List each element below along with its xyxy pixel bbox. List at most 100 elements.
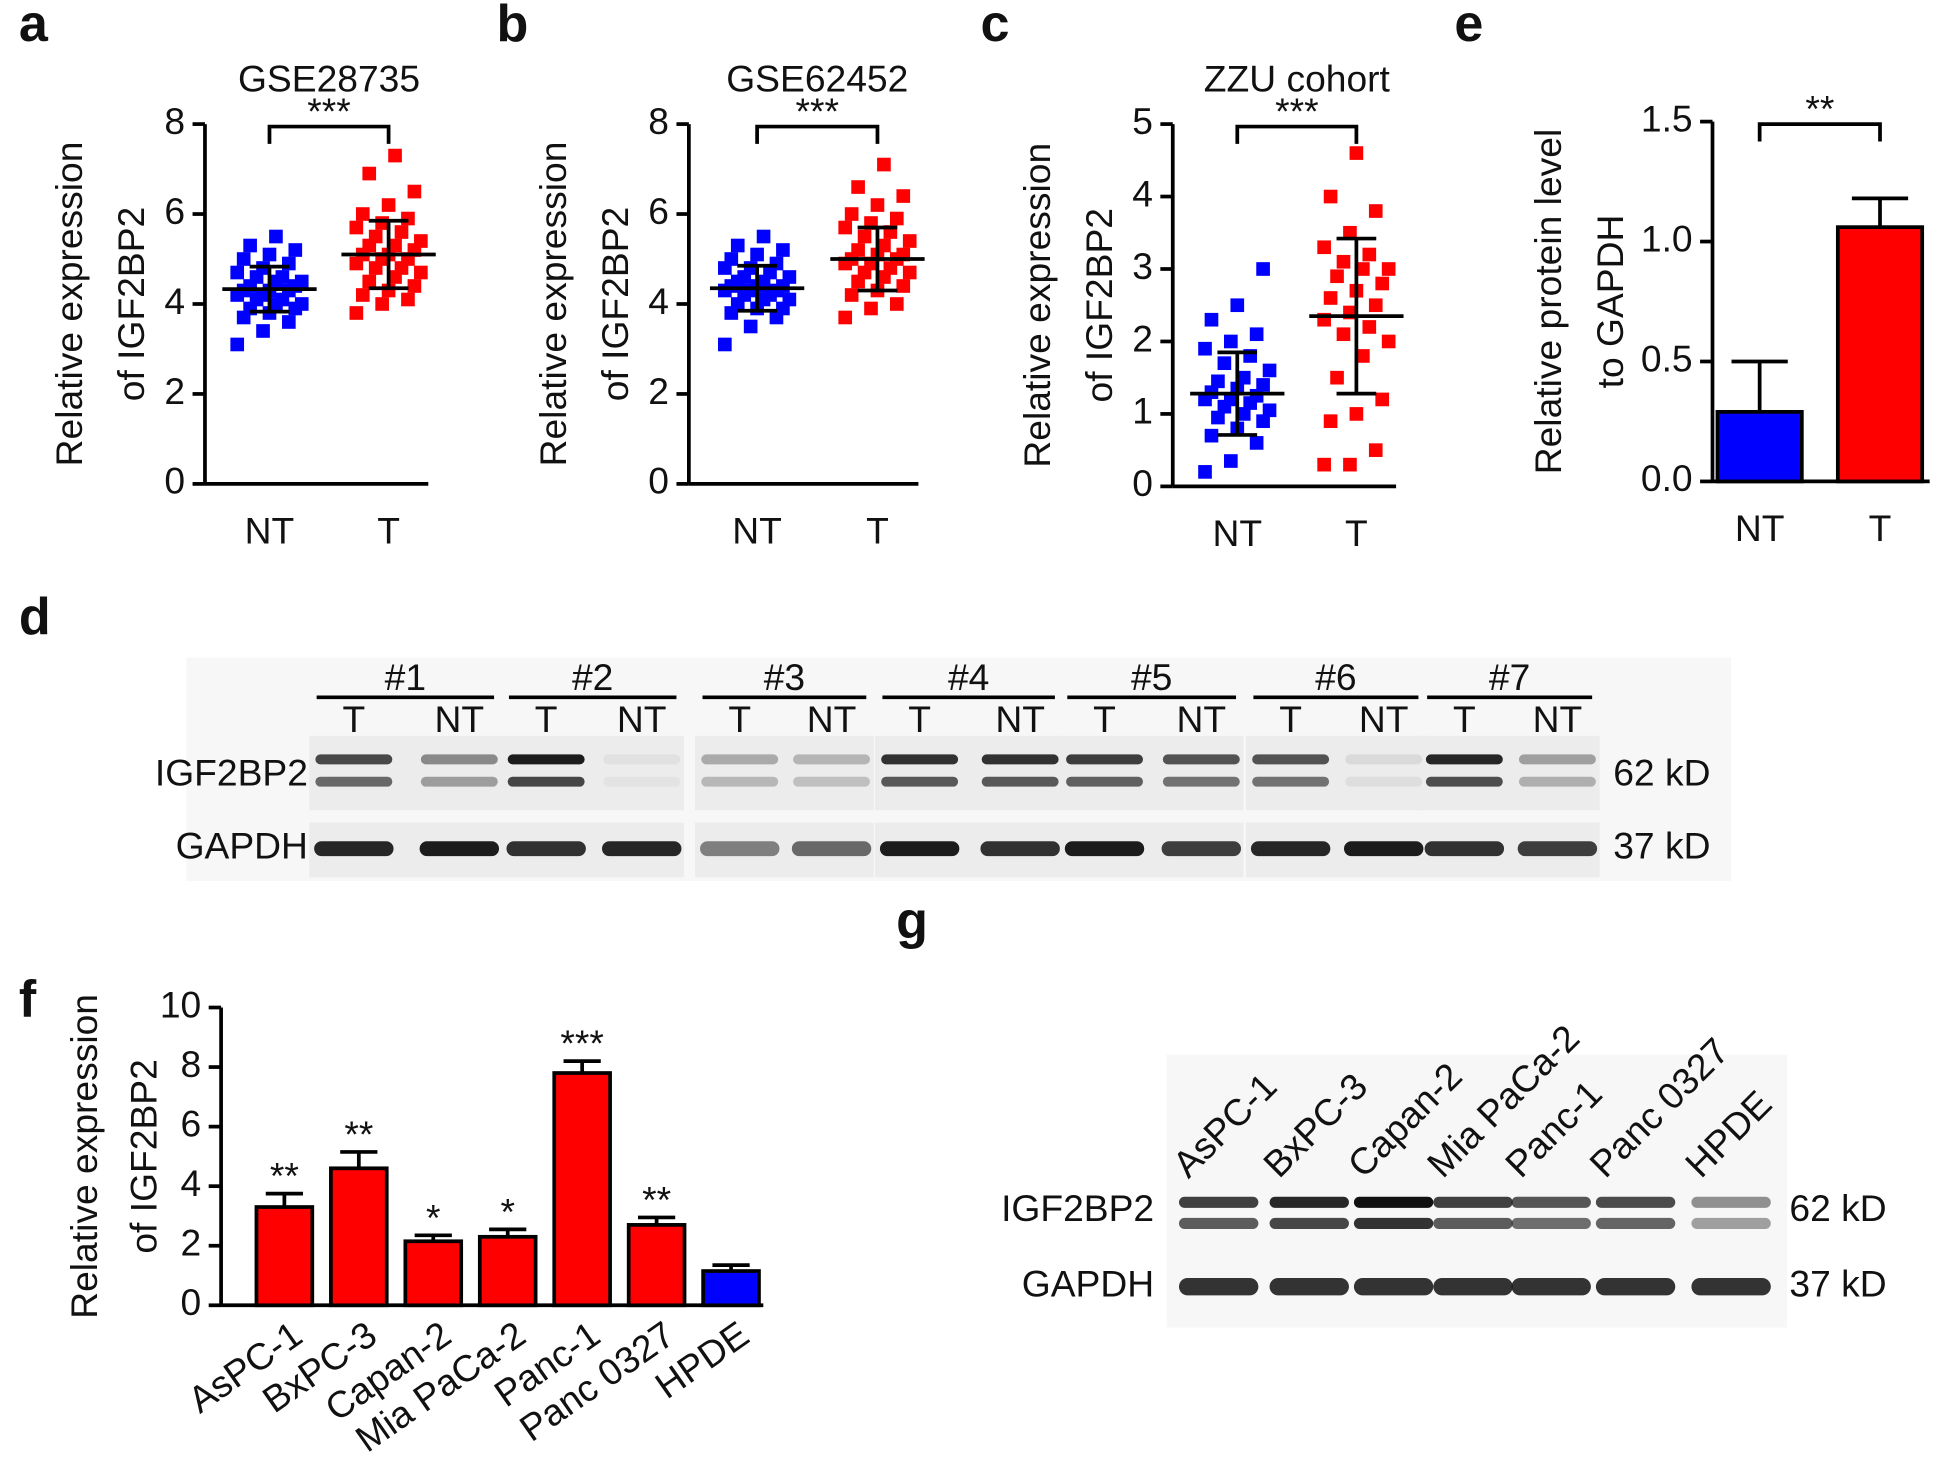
significance-label: ***: [560, 1022, 603, 1064]
x-tick-label: NT: [1212, 512, 1262, 554]
blot-band: [314, 841, 394, 857]
blot-band: [700, 841, 780, 857]
sd-bar: [249, 264, 290, 314]
significance-label: *: [500, 1190, 514, 1232]
data-point: [294, 297, 309, 311]
data-point: [1375, 276, 1390, 291]
y-tick-label: 1.0: [1641, 217, 1693, 259]
blot-strip: [1419, 735, 1600, 811]
significance-bracket: [267, 124, 391, 144]
blot-band: [701, 776, 779, 787]
blot-band: [879, 841, 960, 857]
data-point: [1211, 410, 1225, 425]
y-tick-label: 4: [1132, 172, 1153, 214]
bar: [1835, 225, 1925, 484]
data-point: [864, 301, 878, 316]
blot-band: [793, 776, 871, 787]
chart-title: GSE28735: [238, 58, 420, 100]
panel-letter: e: [1454, 0, 1483, 53]
data-point: [1256, 378, 1270, 392]
data-point: [1343, 457, 1357, 472]
data-point: [1356, 349, 1370, 363]
blot-band: [1433, 1196, 1513, 1208]
y-axis-label: Relative expression: [48, 142, 90, 467]
size-label: 62 kD: [1613, 751, 1710, 793]
y-axis-label: of IGF2BP2: [594, 207, 636, 401]
lane-label: NT: [435, 698, 485, 740]
data-point: [730, 238, 745, 253]
sd-bar: [1336, 236, 1377, 396]
blot-band: [315, 754, 393, 765]
data-point: [1217, 356, 1232, 371]
panel-letter: g: [896, 892, 928, 950]
blot-strip: [695, 735, 874, 811]
data-point: [1336, 327, 1351, 342]
data-point: [896, 189, 911, 203]
data-point: [851, 180, 865, 194]
data-point: [838, 220, 853, 235]
lane-label: T: [728, 698, 751, 740]
blot-band: [1595, 1217, 1676, 1229]
row-label: IGF2BP2: [1001, 1187, 1154, 1229]
significance-bracket: [1235, 124, 1359, 144]
y-tick-label: 2: [181, 1222, 202, 1264]
y-tick-label: 3: [1132, 245, 1153, 287]
group-label: #6: [1315, 656, 1356, 698]
blot-band: [701, 754, 779, 765]
y-tick-label: 10: [160, 983, 201, 1025]
y-tick-label: 0: [164, 460, 185, 502]
significance-label: *: [426, 1196, 440, 1238]
data-point: [1368, 204, 1383, 218]
blot-band: [1353, 1217, 1434, 1229]
blot-band: [1161, 841, 1242, 857]
data-point: [1349, 407, 1364, 421]
data-point: [743, 319, 758, 334]
data-point: [838, 310, 853, 325]
blot-band: [603, 776, 681, 787]
data-point: [243, 238, 257, 253]
data-point: [1224, 334, 1238, 349]
data-point: [1204, 312, 1219, 327]
bar: [403, 1239, 464, 1308]
panel-letter: f: [19, 970, 37, 1028]
y-tick-label: 0.0: [1641, 457, 1693, 499]
data-point: [407, 279, 422, 293]
data-point: [769, 256, 784, 271]
data-point: [362, 166, 377, 181]
bar: [1715, 409, 1804, 484]
data-point: [355, 288, 370, 302]
size-label: 37 kD: [1613, 825, 1710, 867]
significance-label: ***: [796, 90, 839, 132]
group-label: #3: [764, 656, 805, 698]
blot-strip: [1245, 735, 1426, 811]
data-point: [362, 274, 377, 289]
blot-band: [603, 754, 681, 765]
data-point: [877, 238, 891, 253]
data-point: [414, 234, 428, 248]
significance-label: **: [270, 1155, 299, 1197]
data-point: [1236, 370, 1251, 385]
blot-band: [1353, 1196, 1434, 1208]
blot-band: [1066, 776, 1143, 787]
y-tick-label: 6: [181, 1102, 202, 1144]
x-tick-label: NT: [732, 509, 782, 551]
x-tick-label: T: [866, 509, 889, 551]
data-point: [1256, 262, 1270, 276]
data-point: [776, 243, 790, 257]
data-point: [782, 292, 797, 307]
lane-label: NT: [1359, 698, 1409, 740]
data-point: [1249, 327, 1264, 342]
significance-label: **: [344, 1113, 373, 1155]
data-point: [1317, 240, 1331, 255]
blot-strip: [874, 735, 1063, 811]
data-point: [1323, 414, 1338, 428]
blot-band: [1269, 1196, 1349, 1208]
y-tick-label: 2: [1132, 317, 1153, 359]
data-point: [877, 157, 891, 172]
blot-band: [1252, 754, 1330, 765]
y-tick-label: 0: [648, 460, 669, 502]
data-point: [1262, 403, 1277, 418]
data-point: [1362, 320, 1377, 334]
data-point: [275, 270, 290, 284]
